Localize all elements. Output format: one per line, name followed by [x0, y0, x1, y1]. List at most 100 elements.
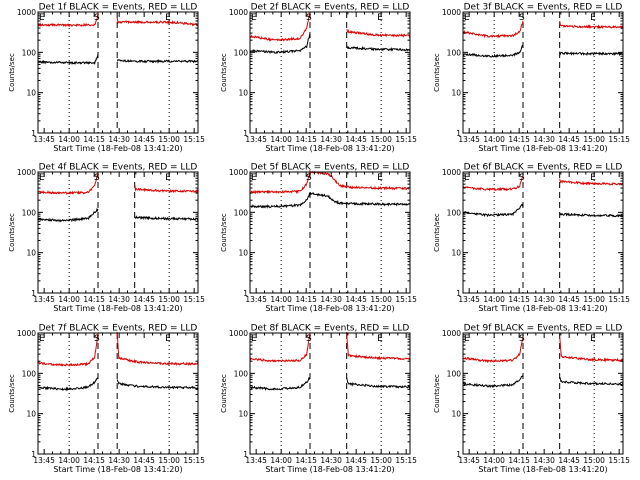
interval-letter-e: E	[251, 334, 257, 344]
x-tick-label: 14:00	[58, 456, 80, 465]
x-axis-label: Start Time (18-Feb-08 13:41:20)	[53, 465, 182, 474]
plot-frame	[249, 332, 411, 455]
interval-letter-e: E	[165, 13, 171, 23]
series-red-line	[559, 178, 624, 186]
plot-frame	[249, 11, 411, 134]
series-red-line	[462, 20, 524, 39]
y-tick-label: 1	[31, 129, 36, 138]
x-tick-label: 14:45	[558, 295, 580, 304]
panel-title: Det 2f BLACK = Events, RED = LLD	[251, 3, 410, 13]
series-black-line	[249, 32, 311, 55]
series-black-line	[346, 377, 411, 389]
x-tick-label: 15:00	[583, 295, 605, 304]
y-tick-label: 100	[22, 48, 37, 57]
x-tick-label: 15:15	[183, 456, 205, 465]
x-tick-label: 15:15	[183, 135, 205, 144]
y-tick-label: 10	[451, 249, 461, 258]
y-tick-label: 100	[234, 369, 249, 378]
x-tick-label: 15:00	[370, 135, 392, 144]
x-tick-label: 14:15	[83, 295, 105, 304]
panel-title: Det 8f BLACK = Events, RED = LLD	[251, 324, 410, 334]
series-black-line	[134, 215, 199, 222]
series-black-line	[37, 207, 99, 223]
y-tick-label: 10	[26, 249, 36, 258]
interval-letter-s: S	[94, 334, 100, 344]
plot-frame	[37, 171, 199, 294]
interval-letter-e: E	[377, 334, 383, 344]
series-black-line	[559, 212, 624, 218]
x-tick-label: 14:15	[508, 456, 530, 465]
x-tick-label: 14:15	[83, 135, 105, 144]
x-tick-label: 13:45	[458, 456, 480, 465]
panel-1: Det 1f BLACK = Events, RED = LLD 1 10 100 10…	[8, 3, 205, 154]
x-tick-label: 15:15	[395, 135, 417, 144]
y-tick-label: 1	[456, 450, 461, 459]
x-tick-label: 14:45	[558, 135, 580, 144]
interval-letter-s: S	[94, 13, 100, 23]
series-red-line	[559, 20, 624, 30]
x-tick-label: 14:45	[345, 456, 367, 465]
x-tick-label: 14:00	[483, 295, 505, 304]
y-tick-label: 1	[243, 450, 248, 459]
interval-letter-e: E	[464, 173, 470, 183]
x-tick-label: 15:00	[158, 135, 180, 144]
x-tick-label: 14:45	[345, 295, 367, 304]
x-tick-label: 13:45	[33, 295, 55, 304]
series-red-line	[116, 332, 199, 366]
y-tick-label: 10	[451, 89, 461, 98]
y-axis-label: Counts/sec	[433, 53, 441, 92]
x-tick-label: 14:30	[320, 295, 342, 304]
panel-2: Det 2f BLACK = Events, RED = LLD 1 10 100 10…	[220, 3, 417, 154]
y-axis-label: Counts/sec	[220, 374, 228, 413]
y-tick-label: 100	[447, 369, 462, 378]
x-tick-label: 14:15	[295, 295, 317, 304]
panel-8: Det 8f BLACK = Events, RED = LLD 1 10 100 10…	[220, 324, 417, 475]
panel-title: Det 1f BLACK = Events, RED = LLD	[39, 3, 198, 13]
x-tick-label: 15:00	[158, 456, 180, 465]
x-tick-label: 14:30	[320, 135, 342, 144]
plot-frame	[462, 171, 624, 294]
y-tick-label: 1000	[442, 8, 461, 17]
series-black-line	[463, 44, 524, 59]
y-tick-label: 10	[238, 89, 248, 98]
x-tick-label: 13:45	[245, 456, 267, 465]
y-axis-label: Counts/sec	[220, 53, 228, 92]
interval-letter-e: E	[39, 334, 45, 344]
interval-letter-s: S	[519, 13, 525, 23]
series-red-line	[37, 332, 99, 367]
x-tick-label: 15:00	[370, 456, 392, 465]
y-tick-label: 1000	[229, 168, 248, 177]
x-tick-label: 15:15	[395, 456, 417, 465]
x-axis-label: Start Time (18-Feb-08 13:41:20)	[478, 465, 607, 474]
x-tick-label: 13:45	[33, 456, 55, 465]
panel-3: Det 3f BLACK = Events, RED = LLD 1 10 100 10…	[433, 3, 630, 154]
series-red-line	[249, 169, 411, 195]
y-tick-label: 10	[238, 410, 248, 419]
series-red-line	[463, 175, 524, 192]
y-tick-label: 1000	[229, 329, 248, 338]
x-tick-label: 14:00	[58, 135, 80, 144]
x-tick-label: 14:30	[108, 295, 130, 304]
y-tick-label: 100	[447, 48, 462, 57]
interval-letter-e: E	[39, 173, 45, 183]
series-black-line	[116, 59, 199, 64]
interval-letter-e: E	[39, 13, 45, 23]
series-red-line	[38, 171, 99, 196]
x-tick-label: 13:45	[33, 135, 55, 144]
interval-letter-e: E	[590, 173, 596, 183]
series-black-line	[249, 376, 311, 391]
y-axis-label: Counts/sec	[433, 374, 441, 413]
x-axis-label: Start Time (18-Feb-08 13:41:20)	[53, 144, 182, 153]
y-tick-label: 100	[234, 48, 249, 57]
x-axis-label: Start Time (18-Feb-08 13:41:20)	[265, 144, 394, 153]
y-axis-label: Counts/sec	[8, 213, 16, 252]
x-tick-label: 14:00	[483, 135, 505, 144]
x-tick-label: 13:45	[458, 295, 480, 304]
x-tick-label: 14:45	[345, 135, 367, 144]
series-black-line	[559, 377, 624, 386]
y-tick-label: 100	[234, 208, 249, 217]
y-axis-label: Counts/sec	[220, 213, 228, 252]
interval-letter-e: E	[590, 334, 596, 344]
series-black-line	[346, 45, 411, 52]
panel-7: Det 7f BLACK = Events, RED = LLD 1 10 100 10…	[8, 324, 205, 475]
